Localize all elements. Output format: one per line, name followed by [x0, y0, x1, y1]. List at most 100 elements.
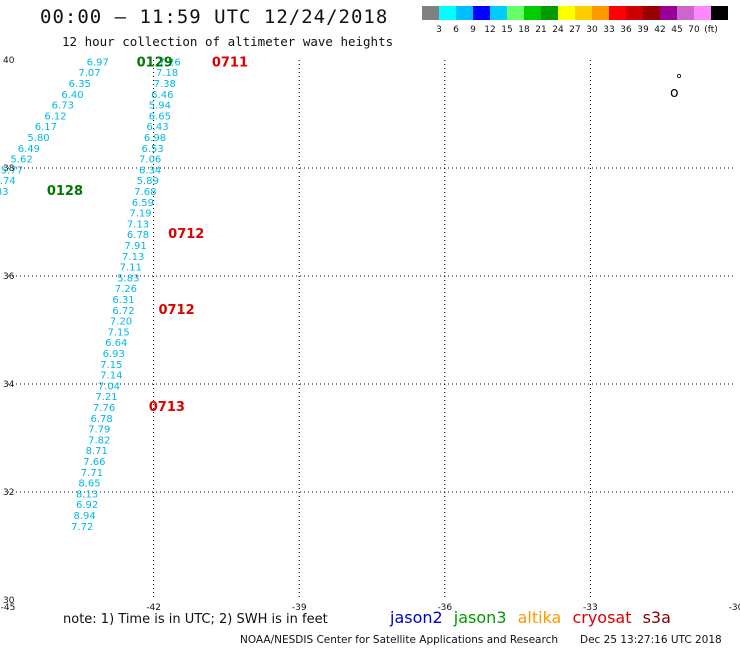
swh-value: 6.59: [132, 198, 154, 209]
scale-swatch: [473, 6, 490, 20]
swh-value: 6.65: [149, 111, 171, 122]
scale-swatch: [439, 6, 456, 20]
scale-swatch: [609, 6, 626, 20]
swh-value: 7.71: [81, 468, 103, 479]
swh-value: 7.07: [78, 68, 100, 79]
satellite-legend: jason2 jason3 altika cryosat s3a: [390, 608, 677, 627]
legend-cryosat: cryosat: [572, 608, 632, 627]
swh-value: 7.15: [107, 327, 129, 338]
scale-label: 27: [569, 25, 580, 35]
swh-value: 8.94: [74, 511, 96, 522]
swh-value: 7.79: [88, 425, 110, 436]
swh-value: 5.94: [149, 101, 171, 112]
swh-value: 6.92: [76, 500, 98, 511]
swh-value: 7.91: [124, 241, 146, 252]
swh-value: 6.40: [61, 90, 83, 101]
scale-swatch: [643, 6, 660, 20]
legend-jason3: jason3: [453, 608, 507, 627]
swh-value: 7.76: [93, 403, 115, 414]
swh-value: 8.65: [78, 479, 100, 490]
swh-value: 7.19: [129, 209, 151, 220]
footer-credit: NOAA/NESDIS Center for Satellite Applica…: [240, 634, 558, 646]
swh-value: 6.73: [52, 101, 74, 112]
swh-value: 7.06: [139, 155, 161, 166]
lat-tick-label: 38: [3, 164, 15, 174]
scale-swatch: [456, 6, 473, 20]
pass-label: 0712: [158, 303, 194, 318]
scale-label: (ft): [704, 25, 718, 35]
pass-label: 0712: [168, 227, 204, 242]
swh-value: 6.78: [91, 414, 113, 425]
swh-value: 7.72: [71, 522, 93, 533]
swh-value: 5.89: [137, 176, 159, 187]
lon-tick-label: -39: [292, 603, 307, 613]
lon-tick-label: -36: [437, 603, 452, 613]
swh-value: 6.93: [103, 349, 125, 360]
scale-label: 15: [501, 25, 512, 35]
island-marker: ο: [670, 85, 679, 101]
scale-label: 12: [484, 25, 495, 35]
pass-label: 0713: [149, 400, 185, 415]
lon-tick-label: -42: [146, 603, 161, 613]
swh-value: 5.62: [10, 155, 32, 166]
swh-value: 7.26: [158, 57, 180, 68]
pass-label: 0711: [212, 55, 248, 70]
lat-tick-label: 32: [3, 488, 14, 498]
scale-label: 36: [620, 25, 632, 35]
swh-value: 7.18: [156, 68, 178, 79]
scale-swatch: [422, 6, 439, 20]
lat-tick-label: 40: [3, 56, 15, 66]
swh-value: 6.17: [35, 122, 57, 133]
swh-value: 6.53: [141, 144, 163, 155]
note-text: note: 1) Time is in UTC; 2) SWH is in fe…: [63, 612, 328, 627]
scale-swatch: [524, 6, 541, 20]
swh-value: 6.43: [146, 122, 168, 133]
swh-value: 8.71: [86, 446, 108, 457]
swh-value: 7.26: [115, 284, 137, 295]
scale-swatch: [694, 6, 711, 20]
scale-swatch: [592, 6, 609, 20]
swh-value: 5.77: [1, 165, 23, 176]
scale-label: 18: [518, 25, 530, 35]
swh-value: 7.14: [100, 371, 122, 382]
scale-swatch: [575, 6, 592, 20]
swh-value: 7.20: [110, 317, 132, 328]
legend-jason2: jason2: [390, 608, 443, 627]
scale-label: 70: [688, 25, 700, 35]
swh-value: 6.46: [151, 90, 173, 101]
color-scale: 3 6 9 12 15 18 21 24 27 30 33 36 39 42 45 70 (ft): [422, 6, 728, 35]
lon-tick-label: -45: [1, 603, 16, 613]
swh-value: 5.80: [27, 133, 49, 144]
swh-value: 7.15: [100, 360, 122, 371]
swh-value: 6.98: [144, 133, 166, 144]
swh-value: 6.78: [127, 230, 149, 241]
swh-value: 7.38: [154, 79, 176, 90]
scale-swatch: [660, 6, 677, 20]
swh-value: 7.66: [83, 457, 105, 468]
chart-subtitle: 12 hour collection of altimeter wave hei…: [62, 34, 394, 49]
scale-label: 24: [552, 25, 564, 35]
legend-s3a: s3a: [642, 608, 671, 627]
scale-swatch: [677, 6, 694, 20]
legend-altika: altika: [517, 608, 562, 627]
swh-value: 8.13: [76, 489, 98, 500]
pass-label: 0129: [137, 55, 173, 70]
scale-label: 30: [586, 25, 598, 35]
swh-value: 6.34: [139, 165, 161, 176]
swh-value: 7.21: [95, 392, 117, 403]
swh-value: 7.04: [98, 381, 120, 392]
swh-value: 6.35: [69, 79, 91, 90]
scale-label: 39: [637, 25, 649, 35]
islet-marker: [677, 74, 682, 79]
scale-swatch: [558, 6, 575, 20]
lat-tick-label: 36: [3, 272, 15, 282]
scale-label: 42: [654, 25, 665, 35]
swh-value: 6.31: [112, 295, 134, 306]
lat-tick-label: 30: [3, 596, 15, 606]
scale-label: 6: [453, 25, 459, 35]
scale-label: 21: [535, 25, 546, 35]
swh-value: 6.72: [112, 306, 134, 317]
swh-value: 5.74: [0, 176, 16, 187]
scale-swatch: [490, 6, 507, 20]
